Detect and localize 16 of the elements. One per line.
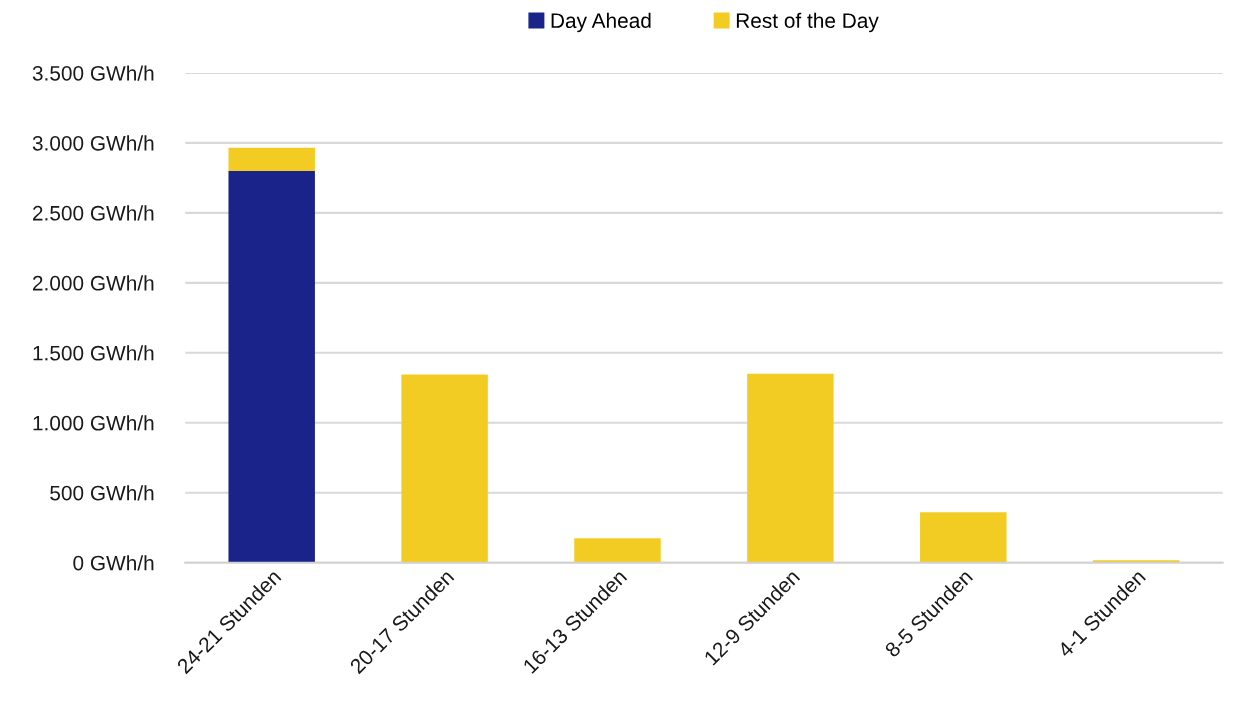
y-tick-label: 3.000 GWh/h	[32, 135, 154, 151]
y-tick-label: 2.500 GWh/h	[33, 205, 154, 221]
bar	[574, 538, 661, 563]
legend-label: Day Ahead	[551, 12, 651, 33]
y-tick-label: 1.500 GWh/h	[33, 345, 154, 361]
y-tick-label: 0 GWh/h	[73, 555, 154, 571]
bar	[401, 374, 488, 563]
legend-label: Rest of the Day	[736, 12, 879, 33]
bar	[920, 512, 1007, 563]
y-tick-label: 3.500 GWh/h	[32, 65, 154, 81]
bar	[747, 373, 834, 563]
y-tick-label: 500 GWh/h	[50, 485, 154, 501]
y-tick-label: 2.000 GWh/h	[33, 275, 154, 291]
y-tick-label: 1.000 GWh/h	[33, 415, 154, 431]
bar	[228, 147, 315, 171]
bar	[228, 170, 315, 563]
